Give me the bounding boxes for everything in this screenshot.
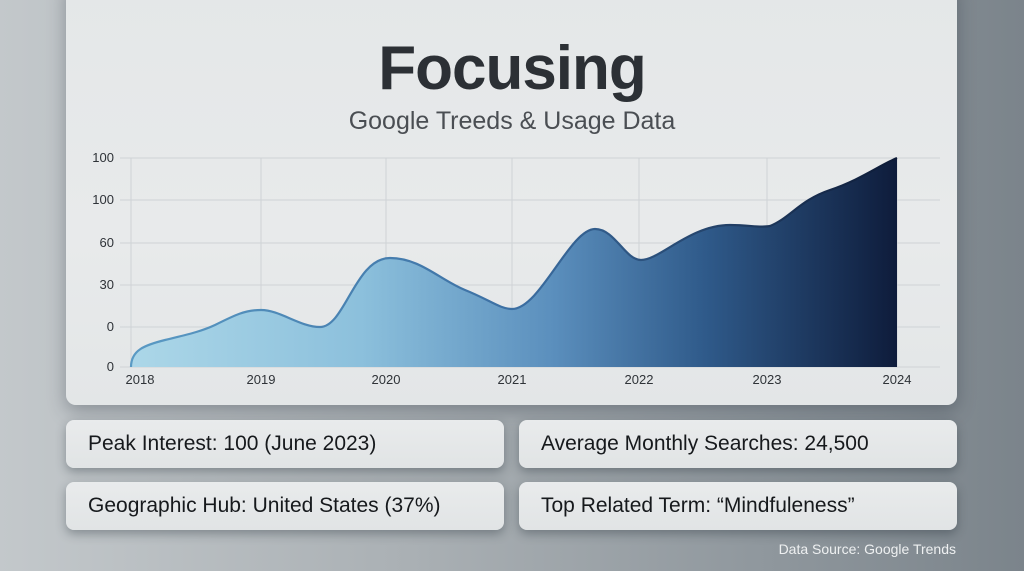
area-line: [129, 156, 898, 368]
y-tick-label: 0: [106, 319, 114, 334]
page-title: Focusing: [378, 34, 647, 103]
x-tick-label: 2018: [125, 372, 155, 387]
y-tick-label: 100: [92, 192, 114, 207]
stat-peak-interest: Peak Interest: 100 (June 2023): [66, 420, 504, 468]
data-source-note: Data Source: Google Trends: [778, 541, 956, 557]
stat-label: Geographic Hub: United States (37%): [88, 494, 441, 517]
stat-average-monthly-searches: Average Monthly Searches: 24,500: [519, 420, 957, 468]
stat-top-related-term: Top Related Term: “Mindfuleness”: [519, 482, 957, 530]
x-tick-label: 2021: [497, 372, 527, 387]
x-tick-label: 2019: [246, 372, 276, 387]
y-tick-label: 0: [106, 359, 114, 374]
area-fill: [131, 158, 897, 367]
x-tick-label: 2024: [882, 372, 912, 387]
page-subtitle: Google Treeds & Usage Data: [348, 107, 676, 135]
x-tick-label: 2022: [624, 372, 654, 387]
stat-label: Top Related Term: “Mindfuleness”: [541, 494, 855, 517]
stat-geographic-hub: Geographic Hub: United States (37%): [66, 482, 504, 530]
stat-label: Peak Interest: 100 (June 2023): [88, 432, 377, 455]
y-tick-label: 60: [99, 235, 114, 250]
y-tick-label: 100: [92, 150, 114, 165]
x-tick-label: 2023: [752, 372, 782, 387]
x-tick-label: 2020: [371, 372, 401, 387]
stat-label: Average Monthly Searches: 24,500: [541, 432, 869, 455]
y-tick-label: 30: [99, 277, 114, 292]
